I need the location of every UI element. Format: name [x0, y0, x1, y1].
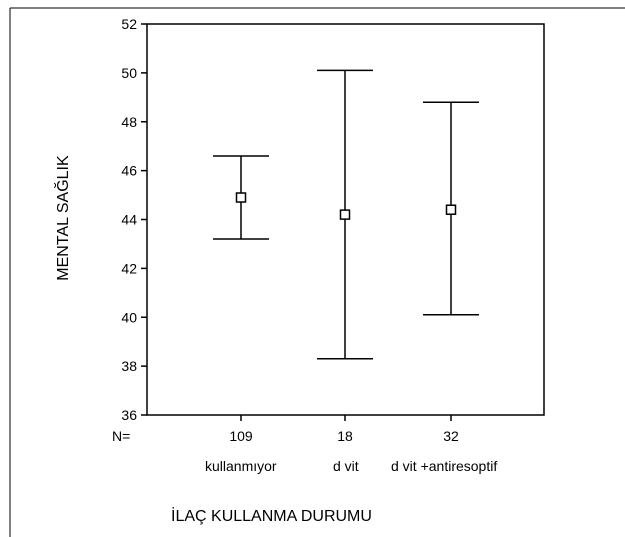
- mean-marker: [445, 204, 457, 215]
- y-tick-label: 38: [121, 358, 137, 374]
- n-count-label: 18: [337, 428, 353, 444]
- n-label: N=: [112, 428, 130, 444]
- n-count-label: 109: [229, 428, 253, 444]
- y-axis-title: MENTAL SAĞLIK: [53, 155, 72, 281]
- n-count-label: 32: [443, 428, 459, 444]
- y-tick-label: 46: [121, 163, 137, 179]
- y-tick-label: 40: [121, 309, 137, 325]
- x-axis: 109 18 32 kullanmıyor d vit d vit +antiresopt…: [205, 415, 497, 474]
- y-tick-label: 36: [121, 407, 137, 423]
- mean-marker: [339, 209, 351, 220]
- y-tick-label: 48: [121, 114, 137, 130]
- category-label: d vit +antiresoptif: [391, 458, 497, 474]
- y-tick-label: 50: [121, 65, 137, 81]
- y-tick-label: 42: [121, 260, 137, 276]
- y-tick-label: 44: [121, 212, 137, 228]
- y-tick-label: 52: [121, 16, 137, 32]
- x-axis-title: İLAÇ KULLANMA DURUMU: [171, 506, 372, 525]
- mean-marker: [235, 192, 247, 203]
- y-axis: 36 38 40 42 44 46 48 50 52: [121, 16, 147, 423]
- error-bar-series: [213, 69, 479, 360]
- category-label: d vit: [333, 458, 359, 474]
- category-label: kullanmıyor: [205, 458, 277, 474]
